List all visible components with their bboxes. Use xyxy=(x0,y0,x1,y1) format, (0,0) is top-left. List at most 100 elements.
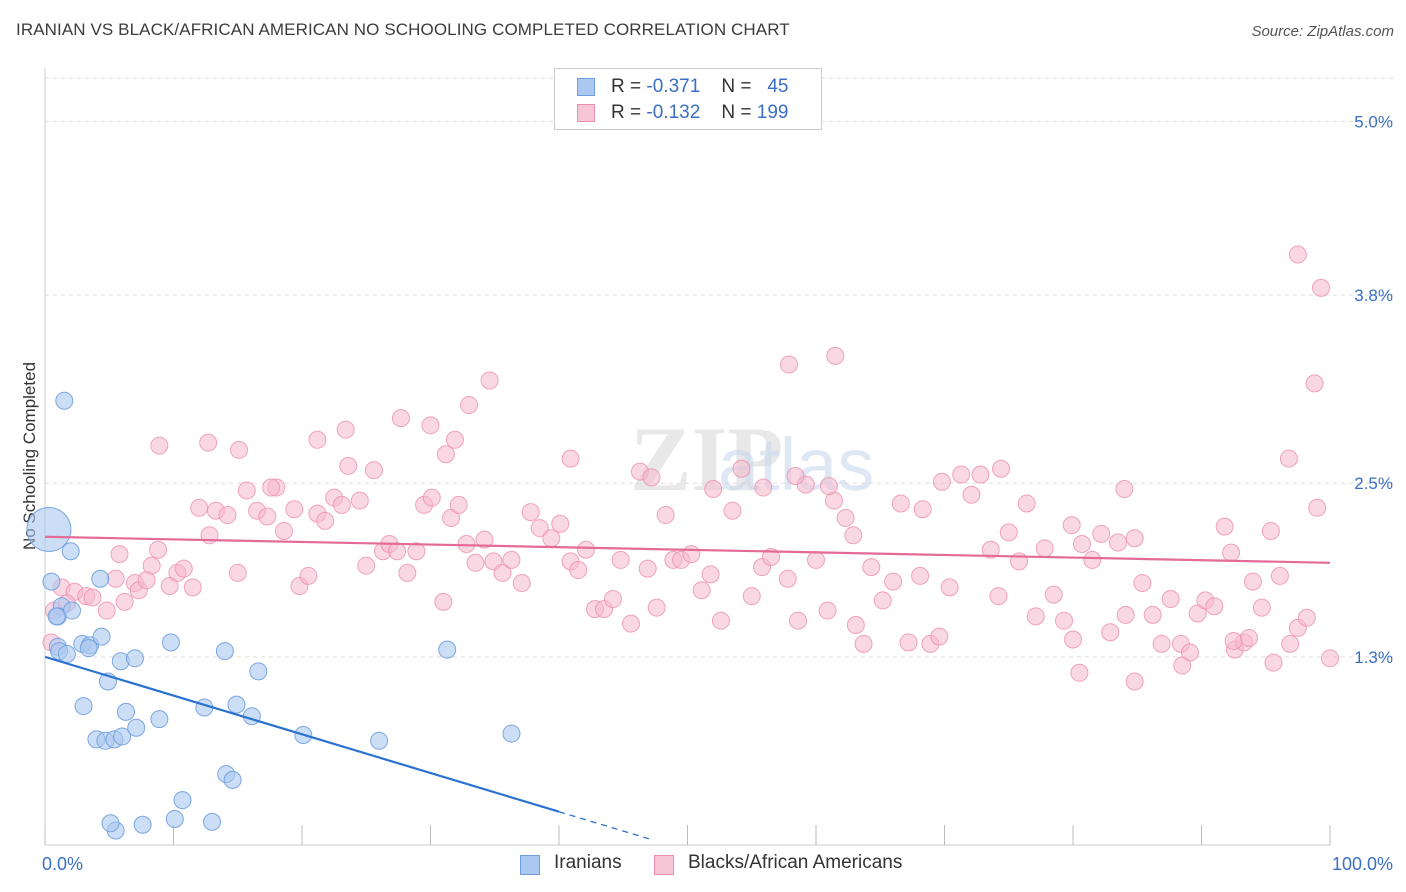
data-point-blacks xyxy=(642,468,661,487)
data-point-iranians xyxy=(242,707,261,726)
data-point-iranians xyxy=(502,724,521,743)
data-point-blacks xyxy=(846,616,865,635)
data-point-blacks xyxy=(854,634,873,653)
data-point-blacks xyxy=(891,494,910,513)
data-point-blacks xyxy=(1125,672,1144,691)
data-point-iranians xyxy=(203,812,222,831)
data-point-blacks xyxy=(1240,629,1259,648)
data-point-blacks xyxy=(723,501,742,520)
data-point-blacks xyxy=(1062,516,1081,535)
data-point-blacks xyxy=(357,556,376,575)
data-point-blacks xyxy=(989,587,1008,606)
data-point-blacks xyxy=(480,371,499,390)
data-point-blacks xyxy=(754,478,773,497)
r-label: R = xyxy=(611,102,642,123)
data-point-blacks xyxy=(1312,278,1331,297)
data-point-blacks xyxy=(110,545,129,564)
data-point-blacks xyxy=(992,459,1011,478)
data-point-blacks xyxy=(174,559,193,578)
data-point-iranians xyxy=(61,542,80,561)
data-point-blacks xyxy=(603,589,622,608)
data-point-blacks xyxy=(569,561,588,580)
data-point-iranians xyxy=(370,731,389,750)
data-point-blacks xyxy=(913,500,932,519)
data-point-blacks xyxy=(1083,550,1102,569)
data-point-blacks xyxy=(647,598,666,617)
trendline-blacks xyxy=(44,535,1331,564)
data-point-blacks xyxy=(742,587,761,606)
n-label: N = xyxy=(721,76,752,97)
data-point-iranians xyxy=(161,633,180,652)
r-value: -0.371 xyxy=(646,76,701,97)
data-point-blacks xyxy=(1270,566,1289,585)
data-point-blacks xyxy=(786,466,805,485)
data-point-blacks xyxy=(1321,649,1339,668)
trendline-iranians-extrapolated xyxy=(558,811,650,840)
data-point-blacks xyxy=(701,565,720,584)
data-point-blacks xyxy=(911,566,930,585)
data-point-blacks xyxy=(391,409,410,428)
legend-swatch-pink xyxy=(654,855,674,875)
data-point-blacks xyxy=(421,416,440,435)
data-point-blacks xyxy=(762,548,781,567)
data-point-blacks xyxy=(638,559,657,578)
data-point-blacks xyxy=(1133,574,1152,593)
y-tick-label: 1.3% xyxy=(1354,648,1393,667)
data-point-blacks xyxy=(475,530,494,549)
data-point-iranians xyxy=(150,710,169,729)
data-point-blacks xyxy=(1017,494,1036,513)
data-point-blacks xyxy=(1044,585,1063,604)
data-point-blacks xyxy=(218,506,237,525)
data-point-blacks xyxy=(1035,539,1054,558)
data-point-iranians xyxy=(57,644,76,663)
data-point-blacks xyxy=(1143,605,1162,624)
data-point-blacks xyxy=(778,569,797,588)
data-point-blacks xyxy=(237,481,256,500)
y-tick-label: 2.5% xyxy=(1354,474,1393,493)
data-point-iranians xyxy=(133,815,152,834)
data-point-blacks xyxy=(332,495,351,514)
data-point-iranians xyxy=(101,814,120,833)
data-point-blacks xyxy=(1115,479,1134,498)
data-point-iranians xyxy=(62,601,81,620)
data-point-blacks xyxy=(1243,572,1262,591)
data-point-blacks xyxy=(142,556,161,575)
data-point-blacks xyxy=(183,578,202,597)
data-point-blacks xyxy=(466,553,485,572)
data-point-blacks xyxy=(1026,607,1045,626)
data-point-iranians xyxy=(47,607,66,626)
data-point-blacks xyxy=(971,465,990,484)
data-point-blacks xyxy=(1125,529,1144,548)
legend-swatch-pink xyxy=(577,104,595,122)
data-point-blacks xyxy=(350,491,369,510)
legend-stats-blacks: R = -0.132 N = 199 xyxy=(611,102,788,124)
data-point-blacks xyxy=(521,503,540,522)
data-point-iranians xyxy=(127,718,146,737)
trendline-iranians xyxy=(44,655,560,813)
x-tick-label: 100.0% xyxy=(1332,854,1393,874)
data-point-blacks xyxy=(258,507,277,526)
data-point-blacks xyxy=(819,477,838,496)
data-point-blacks xyxy=(530,519,549,538)
data-point-iranians xyxy=(55,391,74,410)
data-point-blacks xyxy=(789,611,808,630)
data-point-blacks xyxy=(388,542,407,561)
data-point-blacks xyxy=(149,540,168,559)
n-value: 45 xyxy=(767,76,789,97)
data-point-blacks xyxy=(502,550,521,569)
data-point-blacks xyxy=(1281,634,1300,653)
data-point-blacks xyxy=(1072,534,1091,553)
data-point-blacks xyxy=(228,563,247,582)
data-point-blacks xyxy=(190,498,209,517)
data-point-blacks xyxy=(339,456,358,475)
data-point-blacks xyxy=(106,569,125,588)
data-point-blacks xyxy=(449,495,468,514)
data-point-blacks xyxy=(826,346,845,365)
data-point-blacks xyxy=(899,633,918,652)
data-point-blacks xyxy=(780,355,799,374)
data-point-iranians xyxy=(92,627,111,646)
legend-label-blacks: Blacks/African Americans xyxy=(688,852,903,873)
data-point-blacks xyxy=(364,461,383,480)
data-point-iranians xyxy=(223,770,242,789)
